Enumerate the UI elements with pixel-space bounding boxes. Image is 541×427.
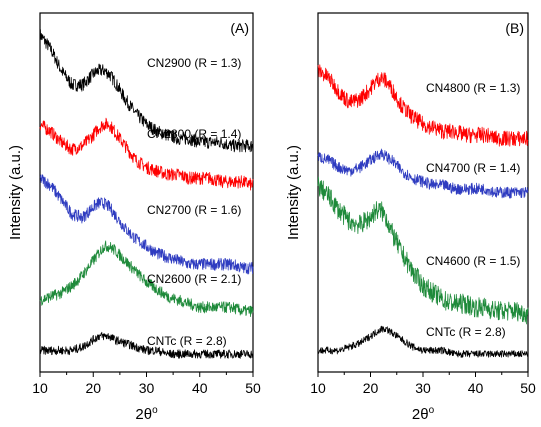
x-tick-label: 40	[468, 380, 484, 396]
series-line-4	[39, 240, 254, 317]
series-label: CN2600 (R = 2.1)	[147, 272, 241, 286]
series-line-3	[317, 176, 529, 325]
series-line-5	[39, 331, 254, 359]
x-tick-label: 40	[192, 380, 208, 396]
series-label: CNTc (R = 2.8)	[147, 334, 227, 348]
series-line-2	[39, 117, 254, 191]
panel-a: CN2900 (R = 1.3) CN2800 (R = 1.4) CN2700 (…	[7, 12, 261, 423]
x-tick-label: 20	[363, 380, 379, 396]
x-tick-label: 50	[520, 380, 536, 396]
series-label: CN2700 (R = 1.6)	[147, 203, 241, 217]
panel-label: (A)	[230, 20, 249, 36]
series-line-2	[317, 148, 529, 199]
x-tick-label: 30	[415, 380, 431, 396]
series-label: CN4600 (R = 1.5)	[426, 254, 520, 268]
x-tick-label: 10	[310, 380, 326, 396]
y-axis-label: Intensity (a.u.)	[7, 145, 24, 240]
x-tick-label: 10	[32, 380, 48, 396]
series-label: CN2900 (R = 1.3)	[147, 56, 241, 70]
series-label: CNTc (R = 2.8)	[426, 325, 506, 339]
x-axis-label: 2θo	[412, 405, 435, 423]
x-axis-label: 2θo	[135, 405, 158, 423]
series-line-4	[317, 325, 529, 358]
series-label: CN2800 (R = 1.4)	[147, 127, 241, 141]
series-line-1	[39, 29, 254, 153]
x-tick-label: 30	[139, 380, 155, 396]
series-line-3	[39, 174, 254, 275]
y-axis-label: Intensity (a.u.)	[285, 145, 302, 240]
x-tick-label: 50	[245, 380, 261, 396]
series-label: CN4800 (R = 1.3)	[426, 81, 520, 95]
panel-label: (B)	[505, 20, 524, 36]
series-label: CN4700 (R = 1.4)	[426, 161, 520, 175]
series-line-1	[317, 64, 529, 147]
x-tick-label: 20	[85, 380, 101, 396]
panel-b: CN4800 (R = 1.3) CN4700 (R = 1.4) CN4600 (…	[285, 12, 536, 423]
